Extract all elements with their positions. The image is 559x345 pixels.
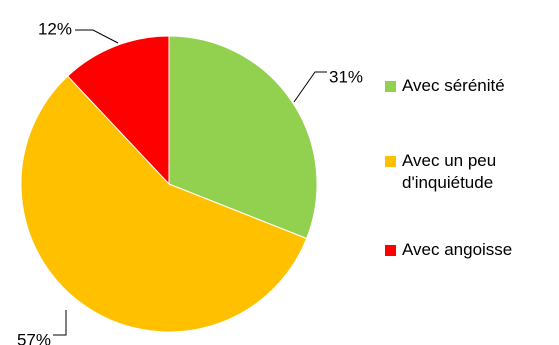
leader-line-angoisse	[75, 29, 119, 44]
leader-lines	[53, 29, 327, 336]
leader-line-inquietude	[53, 310, 67, 336]
legend-item-serenite[interactable]: Avec sérénité	[385, 75, 505, 97]
legend-swatch-inquietude	[385, 156, 396, 167]
legend-swatch-serenite	[385, 81, 396, 92]
legend-label-inquietude: Avec un peu d'inquiétude	[402, 151, 497, 192]
legend-item-inquietude[interactable]: Avec un peu d'inquiétude	[385, 150, 555, 194]
pie-slices	[20, 35, 318, 333]
pie-slice-angoisse[interactable]	[66, 35, 170, 186]
pie-slice-inquietude[interactable]	[20, 75, 308, 333]
data-label-angoisse: 12%	[38, 19, 72, 38]
legend-label-serenite: Avec sérénité	[402, 76, 505, 95]
legend-item-angoisse[interactable]: Avec angoisse	[385, 239, 512, 261]
legend-swatch-angoisse	[385, 245, 396, 256]
leader-line-serenite	[293, 71, 327, 103]
pie-slice-serenite[interactable]	[168, 35, 318, 240]
data-label-inquietude: 57%	[17, 330, 51, 345]
data-labels: 31% 57% 12%	[17, 19, 363, 345]
legend-label-angoisse: Avec angoisse	[402, 240, 513, 259]
data-label-serenite: 31%	[329, 67, 363, 86]
